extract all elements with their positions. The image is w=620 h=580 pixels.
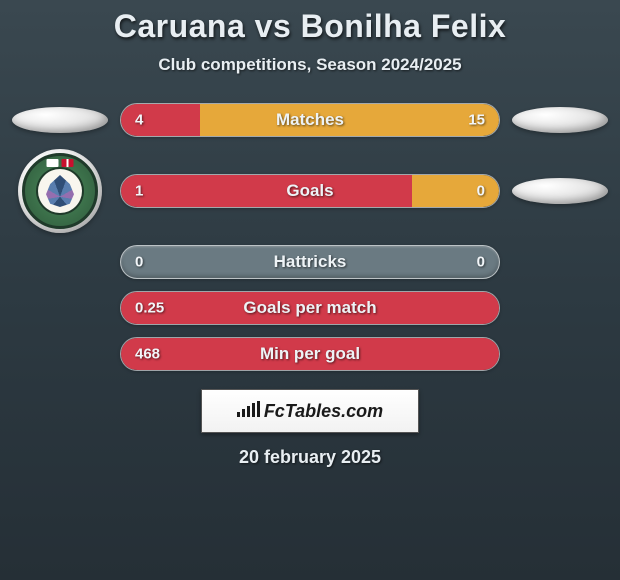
stat-label: Matches [276,110,344,130]
right-badge-slot [510,178,610,204]
stat-bar: 468 Min per goal [120,337,500,371]
stat-label: Hattricks [274,252,347,272]
stat-left-value: 0.25 [135,300,164,317]
brand-plate: FcTables.com [201,389,419,433]
stat-label: Goals [286,181,333,201]
stat-rows: 4 Matches 15 1 [10,103,610,371]
stat-right-value: 0 [477,254,485,271]
stat-left-value: 1 [135,183,143,200]
stat-row: 468 Min per goal [10,337,610,371]
right-badge-slot [510,262,610,263]
badge-ellipse-icon [512,178,608,204]
stat-row: 0 Hattricks 0 [10,245,610,279]
infographic-root: Caruana vs Bonilha Felix Club competitio… [0,0,620,476]
club-crest-icon [18,149,102,233]
left-badge-slot [10,354,110,355]
stat-label: Min per goal [260,344,360,364]
stat-right-value: 15 [468,112,485,129]
stat-row: 4 Matches 15 [10,103,610,137]
stat-left-value: 4 [135,112,143,129]
left-badge-slot [10,107,110,133]
stat-bar: 0 Hattricks 0 [120,245,500,279]
stat-left-value: 0 [135,254,143,271]
brand-text: FcTables.com [264,401,383,422]
left-badge-slot [10,262,110,263]
subtitle: Club competitions, Season 2024/2025 [10,55,610,75]
date-label: 20 february 2025 [10,447,610,468]
badge-ellipse-icon [512,107,608,133]
stat-bar: 0.25 Goals per match [120,291,500,325]
right-badge-slot [510,107,610,133]
badge-ellipse-icon [12,107,108,133]
stat-row: 1 Goals 0 [10,149,610,233]
left-badge-slot [10,308,110,309]
stat-right-value: 0 [477,183,485,200]
right-badge-slot [510,308,610,309]
left-badge-slot [10,149,110,233]
right-badge-slot [510,354,610,355]
stat-label: Goals per match [243,298,376,318]
chart-bar-icon [237,401,260,422]
stat-bar: 4 Matches 15 [120,103,500,137]
page-title: Caruana vs Bonilha Felix [10,8,610,45]
stat-bar: 1 Goals 0 [120,174,500,208]
stat-left-value: 468 [135,346,160,363]
stat-row: 0.25 Goals per match [10,291,610,325]
